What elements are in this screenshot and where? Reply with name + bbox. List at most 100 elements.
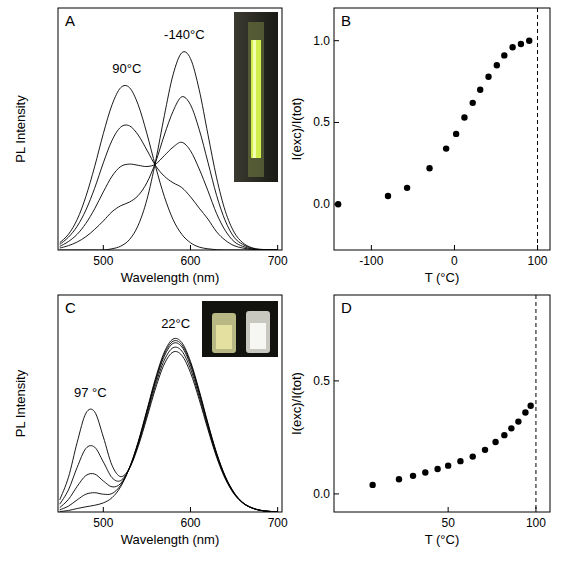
panel-letter: A bbox=[65, 12, 75, 29]
x-tick-label: -100 bbox=[359, 254, 383, 268]
data-point bbox=[482, 447, 488, 453]
data-point bbox=[434, 466, 440, 472]
data-point bbox=[443, 145, 449, 151]
x-tick bbox=[454, 245, 455, 250]
data-point bbox=[509, 44, 515, 50]
x-tick-label: 50 bbox=[441, 516, 455, 530]
data-point bbox=[501, 432, 507, 438]
x-tick bbox=[537, 245, 538, 250]
y-axis-title: I(exc)/I(tot) bbox=[289, 372, 304, 435]
plot-frame bbox=[58, 8, 282, 250]
data-point bbox=[518, 41, 524, 47]
data-point bbox=[422, 469, 428, 475]
data-point bbox=[515, 418, 521, 424]
plot-frame bbox=[334, 8, 550, 250]
spectrum-line bbox=[60, 338, 278, 511]
inset-glow bbox=[248, 22, 264, 177]
data-point bbox=[335, 201, 341, 207]
inset-highlight bbox=[253, 40, 256, 158]
data-point bbox=[527, 403, 533, 409]
y-tick bbox=[334, 40, 339, 41]
plot-marks bbox=[369, 295, 536, 512]
reference-line bbox=[535, 295, 536, 512]
data-point bbox=[410, 473, 416, 479]
data-point bbox=[501, 52, 507, 58]
plot-marks bbox=[60, 338, 278, 511]
data-point bbox=[508, 425, 514, 431]
inset-vial bbox=[246, 311, 270, 353]
spectrum-line bbox=[60, 85, 278, 250]
figure: 500600700Wavelength (nm)PL IntensityA90°… bbox=[0, 0, 583, 571]
data-point bbox=[385, 193, 391, 199]
inset-vial-glow bbox=[216, 325, 232, 349]
x-tick-label: 500 bbox=[93, 516, 113, 530]
x-tick bbox=[371, 245, 372, 250]
panel-letter: D bbox=[341, 299, 352, 316]
x-tick bbox=[190, 507, 191, 512]
data-point bbox=[369, 482, 375, 488]
plot-marks bbox=[335, 8, 538, 250]
spectrum-line bbox=[60, 343, 278, 512]
y-tick bbox=[334, 493, 339, 494]
data-point bbox=[494, 62, 500, 68]
y-tick bbox=[334, 380, 339, 381]
x-tick-label: 100 bbox=[528, 254, 548, 268]
spectrum-line bbox=[60, 341, 278, 512]
x-axis-title: Wavelength (nm) bbox=[121, 532, 220, 547]
panel-letter: C bbox=[65, 299, 76, 316]
data-point bbox=[470, 453, 476, 459]
data-point bbox=[522, 409, 528, 415]
x-tick-label: 100 bbox=[526, 516, 546, 530]
data-point bbox=[526, 38, 532, 44]
x-tick bbox=[103, 507, 104, 512]
spectrum-line bbox=[60, 142, 278, 250]
annotation: 90°C bbox=[112, 61, 141, 76]
inset-vial bbox=[212, 313, 236, 353]
data-point bbox=[461, 114, 467, 120]
inset-vial-glow bbox=[250, 323, 266, 349]
x-tick-label: 600 bbox=[180, 254, 200, 268]
y-axis-title: PL Intensity bbox=[13, 95, 28, 163]
spectrum-line bbox=[60, 351, 278, 511]
spectrum-line bbox=[60, 52, 278, 250]
annotation: 22°C bbox=[161, 316, 190, 331]
plot-frame bbox=[334, 295, 550, 512]
data-point bbox=[485, 73, 491, 79]
y-tick-label: 0.0 bbox=[313, 487, 330, 501]
annotation: -140°C bbox=[164, 27, 205, 42]
x-tick bbox=[448, 507, 449, 512]
reference-line bbox=[537, 8, 538, 250]
x-tick-label: 0 bbox=[451, 254, 458, 268]
annotation: 97 °C bbox=[74, 385, 107, 400]
plot-marks bbox=[60, 52, 278, 250]
y-tick-label: 0.5 bbox=[313, 115, 330, 129]
inset-tube bbox=[251, 40, 261, 158]
y-tick bbox=[334, 204, 339, 205]
y-tick-label: 0.5 bbox=[313, 374, 330, 388]
y-axis-title: I(exc)/I(tot) bbox=[289, 98, 304, 161]
x-axis-title: Wavelength (nm) bbox=[121, 270, 220, 285]
data-point bbox=[396, 476, 402, 482]
data-point bbox=[492, 439, 498, 445]
x-tick-label: 500 bbox=[93, 254, 113, 268]
y-tick-label: 1.0 bbox=[313, 34, 330, 48]
data-point bbox=[426, 165, 432, 171]
y-axis-title: PL Intensity bbox=[13, 369, 28, 437]
data-point bbox=[453, 131, 459, 137]
inset-photo bbox=[202, 301, 278, 357]
spectrum-line bbox=[60, 347, 278, 512]
data-point bbox=[470, 100, 476, 106]
inset-photo bbox=[234, 12, 278, 182]
data-point bbox=[457, 458, 463, 464]
x-tick-label: 700 bbox=[268, 516, 288, 530]
y-tick-label: 0.0 bbox=[313, 197, 330, 211]
y-tick bbox=[334, 122, 339, 123]
data-point bbox=[404, 185, 410, 191]
x-axis-title: T (°C) bbox=[425, 270, 460, 285]
spectrum-line bbox=[60, 97, 278, 250]
x-tick-label: 600 bbox=[180, 516, 200, 530]
x-tick-label: 700 bbox=[268, 254, 288, 268]
data-point bbox=[477, 87, 483, 93]
x-tick bbox=[535, 507, 536, 512]
x-tick bbox=[103, 245, 104, 250]
